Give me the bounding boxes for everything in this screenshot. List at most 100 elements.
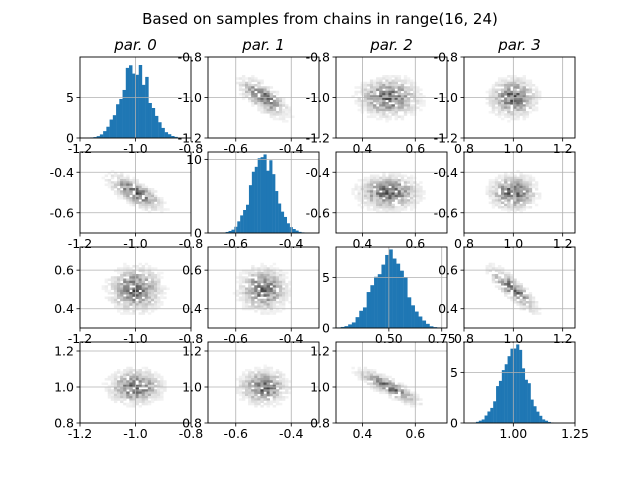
density-cell	[241, 278, 246, 282]
density-cell	[257, 267, 261, 270]
density-cell	[534, 203, 539, 207]
density-cell	[385, 183, 389, 187]
density-cell	[528, 88, 533, 92]
density-cell	[397, 90, 402, 94]
density-cell	[376, 190, 380, 193]
density-cell	[235, 280, 240, 284]
density-cell	[260, 278, 264, 282]
density-cell	[388, 194, 392, 198]
density-cell	[251, 378, 255, 381]
density-cell	[391, 111, 395, 114]
density-cell	[400, 99, 405, 103]
density-cell	[157, 274, 161, 277]
density-cell	[403, 79, 408, 83]
hist-bar-par-2	[407, 297, 412, 328]
density-cell	[488, 265, 493, 268]
density-cell	[110, 283, 115, 286]
density-cell	[504, 113, 508, 116]
density-cell	[126, 289, 130, 293]
density-cell	[485, 269, 489, 273]
density-cell	[391, 203, 395, 207]
density-cell	[123, 396, 127, 399]
density-cell	[245, 369, 249, 372]
density-cell	[363, 104, 368, 107]
density-cell	[251, 95, 255, 98]
density-cell	[397, 179, 402, 182]
density-cell	[388, 389, 392, 392]
density-cell	[534, 106, 539, 110]
density-cell	[129, 188, 133, 191]
y-tick-label: 1.2	[182, 344, 202, 359]
density-cell	[254, 77, 258, 80]
density-cell	[104, 287, 109, 291]
density-cell	[272, 375, 277, 379]
density-cell	[260, 371, 264, 374]
density-cell	[266, 371, 270, 374]
density-cell	[147, 199, 152, 202]
density-cell	[403, 93, 408, 96]
density-cell	[406, 192, 411, 196]
y-tick-label: -0.4	[434, 165, 458, 180]
density-cell	[275, 93, 280, 96]
density-cell	[238, 285, 243, 288]
density-cell	[126, 185, 130, 189]
density-cell	[123, 389, 127, 392]
density-cell	[528, 185, 533, 189]
density-cell	[497, 199, 502, 202]
density-cell	[382, 179, 386, 182]
density-cell	[141, 396, 146, 399]
density-cell	[385, 77, 389, 80]
density-cell	[260, 289, 264, 293]
hist-bar-par-2	[425, 323, 430, 328]
density-cell	[282, 276, 286, 279]
density-cell	[531, 312, 536, 315]
density-cell	[123, 280, 127, 284]
density-cell	[129, 400, 133, 404]
hist-bar-par-3	[504, 364, 508, 423]
density-cell	[366, 208, 371, 211]
density-cell	[110, 378, 115, 381]
density-cell	[373, 174, 377, 178]
density-cell	[123, 369, 127, 372]
density-cell	[519, 174, 523, 178]
density-cell	[363, 108, 368, 112]
density-cell	[266, 391, 270, 395]
density-cell	[138, 185, 142, 189]
density-cell	[254, 382, 258, 386]
density-cell	[538, 93, 542, 96]
density-cell	[382, 188, 386, 191]
density-cell	[282, 384, 286, 388]
density-cell	[113, 375, 118, 379]
density-cell	[266, 380, 270, 383]
density-cell	[147, 192, 152, 196]
y-tick-label: 1.0	[182, 380, 202, 395]
hist-bar-par-3	[501, 370, 505, 423]
density-cell	[154, 396, 158, 399]
density-cell	[382, 102, 386, 105]
density-cell	[245, 271, 249, 275]
density-cell	[494, 113, 499, 116]
density-cell	[120, 294, 124, 297]
density-cell	[275, 384, 280, 388]
density-cell	[275, 267, 280, 270]
density-cell	[513, 181, 517, 184]
density-cell	[397, 97, 402, 101]
density-cell	[525, 113, 530, 116]
density-cell	[382, 77, 386, 80]
density-cell	[507, 210, 511, 214]
density-cell	[507, 174, 511, 178]
density-cell	[379, 117, 383, 121]
density-cell	[491, 197, 496, 200]
density-cell	[147, 271, 152, 275]
density-cell	[357, 369, 361, 372]
density-cell	[113, 294, 118, 297]
density-cell	[160, 197, 164, 200]
density-cell	[135, 183, 139, 187]
density-cell	[504, 283, 508, 286]
density-cell	[141, 292, 146, 295]
density-cell	[120, 389, 124, 392]
density-cell	[291, 115, 295, 119]
density-cell	[150, 305, 155, 309]
density-cell	[257, 396, 261, 399]
density-cell	[288, 106, 292, 110]
